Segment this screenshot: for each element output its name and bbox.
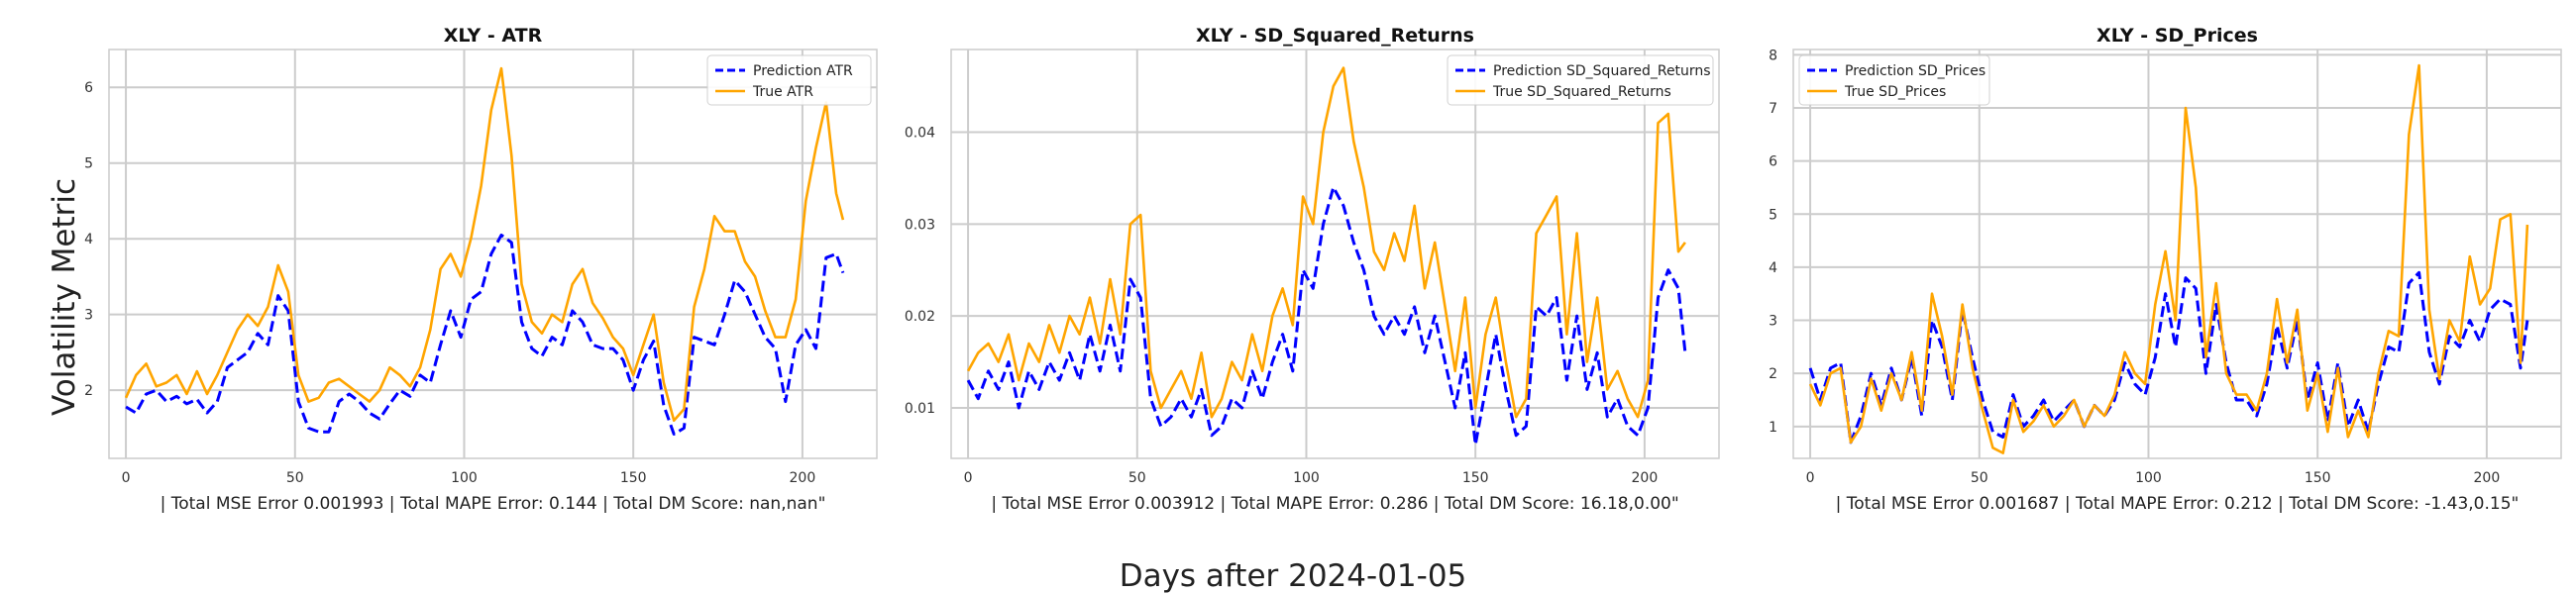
legend: Prediction SD_Prices True SD_Prices: [1798, 54, 1990, 106]
chart-panel-2: 0 50 100 150 200 0.01 0.02 0.03 0.04 XLY - SD_Squ…: [905, 25, 1720, 514]
x-axis-label: Days after 2024-01-05: [1120, 558, 1467, 594]
x-tick-label: 150: [620, 470, 647, 486]
legend-label: True SD_Prices: [1844, 84, 1946, 100]
legend-box: [1447, 54, 1714, 106]
legend-box: [706, 54, 872, 106]
x-tick-label: 0: [1806, 470, 1815, 486]
prediction-series-line: [1808, 270, 2529, 445]
error-summary: | Total MSE Error 0.001993 | Total MAPE …: [161, 494, 826, 514]
y-tick-label: 5: [84, 156, 93, 172]
y-tick-label: 5: [1769, 207, 1777, 223]
x-tick-label: 0: [122, 470, 131, 486]
x-tick-label: 50: [1971, 470, 1988, 486]
legend-box: [1798, 54, 1990, 106]
x-tick-label: 200: [790, 470, 816, 486]
x-tick-label: 100: [2135, 470, 2162, 486]
y-tick-label: 0.02: [905, 309, 935, 325]
y-tick-label: 6: [1769, 154, 1777, 170]
legend-label: Prediction SD_Prices: [1845, 63, 1986, 79]
y-tick-label: 3: [84, 308, 93, 324]
y-tick-label: 8: [1769, 48, 1777, 63]
x-tick-label: 50: [286, 470, 304, 486]
panel-title: XLY - SD_Prices: [2096, 25, 2258, 47]
y-tick-label: 0.03: [905, 217, 935, 233]
true-series-line: [1808, 63, 2529, 454]
x-tick-label: 150: [1462, 470, 1489, 486]
panel-title: XLY - ATR: [444, 25, 543, 47]
chart-panel-3: 0 50 100 150 200 1 2 3 4 5 6 7 8 XLY - SD_Prices | Tot…: [1769, 25, 2562, 514]
plot-area: [1792, 49, 2562, 459]
x-tick-label: 200: [2474, 470, 2501, 486]
legend-label: True SD_Squared_Returns: [1492, 84, 1671, 100]
chart-panel-1: 0 50 100 150 200 2 3 4 5 6 XLY - ATR | Total MSE Er…: [84, 25, 878, 514]
x-tick-label: 0: [964, 470, 973, 486]
error-summary: | Total MSE Error 0.001687 | Total MAPE …: [1836, 494, 2520, 514]
x-tick-label: 150: [2305, 470, 2331, 486]
y-tick-label: 2: [84, 383, 93, 399]
true-series-line: [124, 66, 845, 423]
x-tick-label: 50: [1128, 470, 1146, 486]
x-tick-label: 100: [451, 470, 478, 486]
plot-area: [950, 49, 1720, 459]
x-tick-label: 200: [1632, 470, 1659, 486]
y-tick-label: 4: [1769, 260, 1777, 276]
y-tick-label: 0.04: [905, 126, 935, 142]
y-tick-label: 2: [1769, 366, 1777, 382]
y-tick-label: 0.01: [905, 401, 935, 417]
y-tick-label: 1: [1769, 420, 1777, 436]
y-tick-label: 3: [1769, 314, 1777, 330]
panel-title: XLY - SD_Squared_Returns: [1196, 25, 1474, 47]
error-summary: | Total MSE Error 0.003912 | Total MAPE …: [991, 494, 1678, 514]
legend-label: True ATR: [752, 84, 813, 100]
x-tick-label: 100: [1293, 470, 1320, 486]
y-axis-label: Volatility Metric: [47, 178, 82, 416]
y-tick-label: 7: [1769, 101, 1777, 117]
y-tick-label: 6: [84, 80, 93, 96]
legend: Prediction SD_Squared_Returns True SD_Squ…: [1447, 54, 1714, 106]
prediction-series-line: [966, 185, 1687, 446]
legend-label: Prediction SD_Squared_Returns: [1493, 63, 1711, 79]
legend: Prediction ATR True ATR: [706, 54, 872, 106]
true-series-line: [966, 66, 1686, 419]
y-tick-label: 4: [84, 232, 93, 248]
legend-label: Prediction ATR: [753, 63, 853, 79]
